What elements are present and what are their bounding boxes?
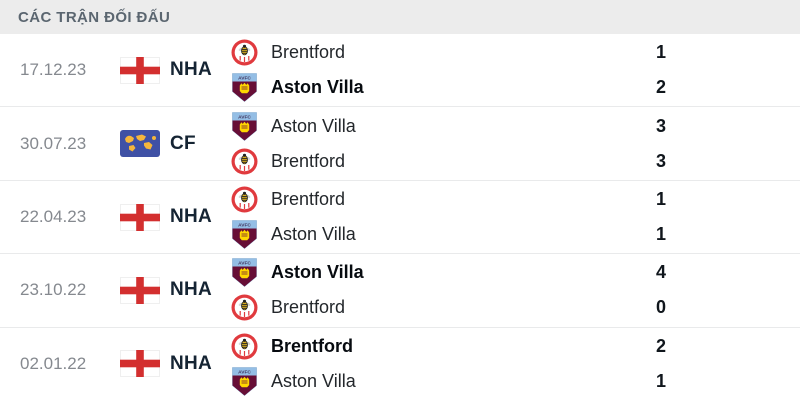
section-title: CÁC TRẬN ĐỐI ĐẤU xyxy=(18,8,171,26)
england-flag-icon xyxy=(120,56,160,84)
team-score: 1 xyxy=(655,224,666,245)
aston-villa-logo: AVFC xyxy=(230,111,258,141)
match-date: 02.01.22 xyxy=(20,353,87,373)
aston-villa-logo: AVFC xyxy=(230,73,258,103)
match-teams: Brentford 2 AVFC Aston Villa 1 xyxy=(230,330,666,397)
team-row: AVFC Aston Villa 2 xyxy=(230,72,666,104)
brentford-logo xyxy=(230,294,258,321)
competition: CF xyxy=(120,130,230,158)
svg-text:AVFC: AVFC xyxy=(238,114,251,120)
competition-code: NHA xyxy=(170,352,213,374)
team-row: Brentford 3 xyxy=(230,145,666,177)
brentford-logo xyxy=(230,148,258,175)
svg-text:AVFC: AVFC xyxy=(238,261,251,267)
team-name: Brentford xyxy=(271,42,346,63)
team-score: 3 xyxy=(655,150,666,171)
team-name: Brentford xyxy=(271,150,346,171)
match-row: 02.01.22 NHA Brentford 2 AVFC Aston Vill… xyxy=(0,326,800,400)
match-row: 17.12.23 NHA Brentford 1 AVFC Aston Vill… xyxy=(0,34,800,106)
team-row: AVFC Aston Villa 1 xyxy=(230,219,666,251)
team-row: Brentford 2 xyxy=(230,330,666,362)
match-teams: AVFC Aston Villa 4 Brentford 0 xyxy=(230,257,666,324)
aston-villa-logo: AVFC xyxy=(230,258,258,288)
section-header: CÁC TRẬN ĐỐI ĐẤU xyxy=(0,0,800,34)
brentford-logo xyxy=(230,39,258,66)
match-date: 17.12.23 xyxy=(20,60,87,80)
match-list: 17.12.23 NHA Brentford 1 AVFC Aston Vill… xyxy=(0,34,800,400)
team-name: Aston Villa xyxy=(271,77,364,98)
competition-code: NHA xyxy=(170,279,213,301)
competition: NHA xyxy=(120,56,230,84)
competition-code: CF xyxy=(170,132,196,154)
england-flag-icon xyxy=(120,350,160,378)
brentford-logo xyxy=(230,333,258,360)
team-row: AVFC Aston Villa 4 xyxy=(230,257,666,289)
svg-text:AVFC: AVFC xyxy=(238,369,251,375)
england-flag-icon xyxy=(120,276,160,304)
match-row: 30.07.23 CF AVFC Aston Villa 3 Brentford… xyxy=(0,106,800,179)
competition: NHA xyxy=(120,350,230,378)
match-row: 22.04.23 NHA Brentford 1 AVFC Aston Vill… xyxy=(0,179,800,253)
competition: NHA xyxy=(120,276,230,304)
team-name: Brentford xyxy=(271,189,346,210)
aston-villa-logo: AVFC xyxy=(230,367,258,396)
team-score: 2 xyxy=(655,77,666,98)
team-name: Brentford xyxy=(271,335,353,356)
competition-code: NHA xyxy=(170,59,213,81)
team-score: 0 xyxy=(655,297,666,318)
world-flag-icon xyxy=(120,130,160,158)
svg-text:AVFC: AVFC xyxy=(238,76,251,82)
team-score: 2 xyxy=(655,335,666,356)
match-row: 23.10.22 NHA AVFC Aston Villa 4 Brentfor… xyxy=(0,253,800,326)
competition: NHA xyxy=(120,203,230,231)
team-row: AVFC Aston Villa 1 xyxy=(230,365,666,397)
match-teams: Brentford 1 AVFC Aston Villa 1 xyxy=(230,184,666,251)
team-score: 1 xyxy=(655,370,666,391)
team-row: Brentford 1 xyxy=(230,184,666,216)
competition-code: NHA xyxy=(170,206,213,228)
match-teams: Brentford 1 AVFC Aston Villa 2 xyxy=(230,37,666,104)
team-score: 3 xyxy=(655,115,666,136)
team-row: Brentford 0 xyxy=(230,292,666,324)
aston-villa-logo: AVFC xyxy=(230,220,258,249)
team-row: AVFC Aston Villa 3 xyxy=(230,110,666,142)
team-name: Aston Villa xyxy=(271,262,364,283)
team-row: Brentford 1 xyxy=(230,37,666,69)
match-date: 22.04.23 xyxy=(20,207,87,227)
england-flag-icon xyxy=(120,203,160,231)
team-score: 4 xyxy=(655,262,666,283)
match-date: 30.07.23 xyxy=(20,133,87,153)
team-score: 1 xyxy=(655,189,666,210)
team-name: Aston Villa xyxy=(271,115,356,136)
svg-text:AVFC: AVFC xyxy=(238,223,251,229)
match-teams: AVFC Aston Villa 3 Brentford 3 xyxy=(230,110,666,177)
brentford-logo xyxy=(230,186,258,213)
team-name: Aston Villa xyxy=(271,370,356,391)
team-name: Brentford xyxy=(271,297,346,318)
match-date: 23.10.22 xyxy=(20,280,87,300)
team-name: Aston Villa xyxy=(271,224,356,245)
team-score: 1 xyxy=(655,42,666,63)
